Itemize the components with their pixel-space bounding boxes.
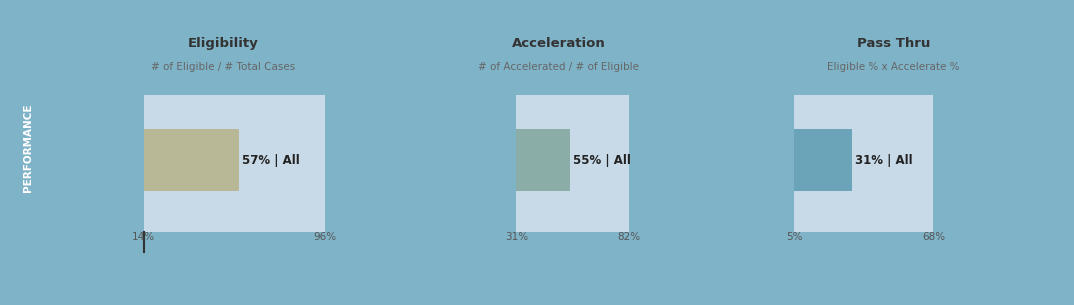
Text: # of Accelerated / # of Eligible: # of Accelerated / # of Eligible	[478, 62, 639, 72]
Bar	[144, 129, 238, 191]
Text: 96%: 96%	[314, 232, 337, 242]
Bar	[794, 95, 933, 232]
Bar	[517, 95, 629, 232]
Text: 57% | All: 57% | All	[243, 153, 300, 167]
Text: Eligibility: Eligibility	[188, 37, 259, 49]
Bar	[517, 129, 569, 191]
Text: Pass Thru: Pass Thru	[857, 37, 930, 49]
Text: # of Eligible / # Total Cases: # of Eligible / # Total Cases	[151, 62, 295, 72]
Text: 68%: 68%	[921, 232, 945, 242]
Text: Acceleration: Acceleration	[511, 37, 606, 49]
Bar	[144, 95, 325, 232]
Text: 14%: 14%	[132, 232, 156, 242]
Text: Eligible % x Accelerate %: Eligible % x Accelerate %	[827, 62, 960, 72]
Bar	[794, 129, 852, 191]
Text: 82%: 82%	[618, 232, 641, 242]
Text: 31%: 31%	[505, 232, 528, 242]
Text: 55% | All: 55% | All	[572, 153, 630, 167]
Text: 31% | All: 31% | All	[855, 153, 913, 167]
Text: 5%: 5%	[786, 232, 802, 242]
Text: PERFORMANCE: PERFORMANCE	[23, 104, 33, 192]
